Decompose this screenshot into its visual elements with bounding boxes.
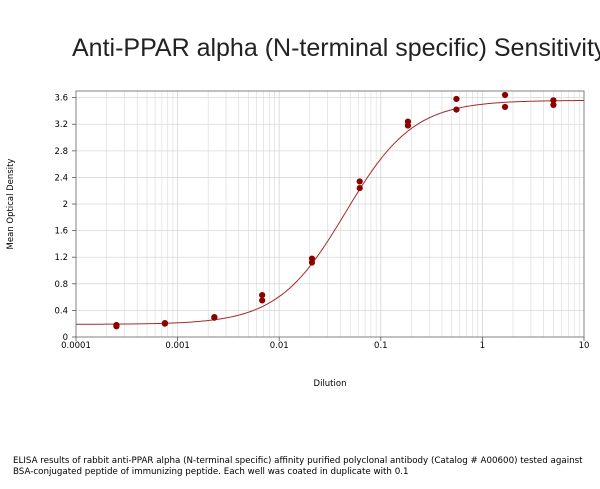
y-tick-label: 1.6 xyxy=(54,227,68,237)
y-tick-label: 2 xyxy=(63,200,68,210)
x-tick-label: 0.01 xyxy=(270,341,289,351)
data-point xyxy=(356,178,363,185)
y-tick-label: 1.2 xyxy=(54,253,68,263)
y-tick-label: 2.8 xyxy=(54,147,68,157)
y-axis-label: Mean Optical Density xyxy=(6,159,16,250)
data-point xyxy=(501,91,509,99)
x-tick-label: 0.001 xyxy=(165,341,189,351)
chart-title: Anti-PPAR alpha (N-terminal specific) Se… xyxy=(72,34,600,62)
x-tick-label: 0.1 xyxy=(374,341,388,351)
data-point xyxy=(453,106,460,113)
data-point xyxy=(308,255,316,262)
data-point xyxy=(211,314,218,321)
data-point xyxy=(161,319,169,327)
data-point xyxy=(356,184,363,192)
data-point xyxy=(550,97,557,104)
y-tick-label: 0.4 xyxy=(54,306,68,316)
y-tick-label: 0 xyxy=(63,333,68,343)
data-point xyxy=(550,101,557,109)
data-point xyxy=(501,103,509,111)
data-point xyxy=(259,292,266,299)
figure-caption: ELISA results of rabbit anti-PPAR alpha … xyxy=(13,456,583,477)
data-point xyxy=(404,118,412,125)
x-tick-label: 0.0001 xyxy=(61,341,91,351)
data-point xyxy=(113,321,120,329)
y-tick-label: 2.4 xyxy=(54,173,68,183)
grid-lines xyxy=(75,91,584,338)
data-point xyxy=(453,95,460,103)
data-point xyxy=(259,297,266,304)
axis-ticks: 0 0.4 0.8 1.2 1.6 2 2.4 2.8 3.2 3.6 0.0001 0.001 0.0… xyxy=(54,94,589,351)
data-points xyxy=(113,91,557,330)
y-tick-label: 3.6 xyxy=(54,94,68,104)
y-tick-label: 0.8 xyxy=(54,280,68,290)
y-tick-label: 3.2 xyxy=(54,120,68,130)
fit-curve xyxy=(75,100,585,325)
x-tick-label: 1 xyxy=(480,341,485,351)
x-axis-label: Dilution xyxy=(314,379,347,389)
plot-frame xyxy=(75,90,585,338)
x-tick-label: 10 xyxy=(579,341,590,351)
